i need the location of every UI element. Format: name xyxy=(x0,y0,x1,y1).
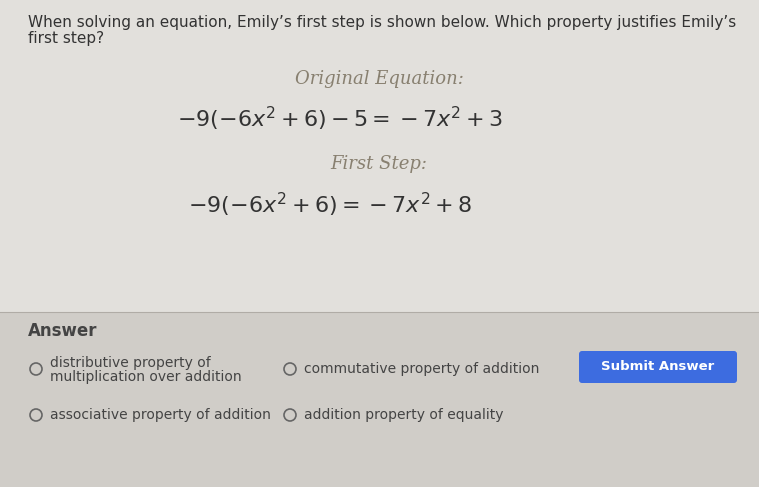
Text: commutative property of addition: commutative property of addition xyxy=(304,362,540,376)
FancyBboxPatch shape xyxy=(0,312,759,487)
Text: Submit Answer: Submit Answer xyxy=(601,360,715,374)
Text: First Step:: First Step: xyxy=(330,155,427,173)
Text: first step?: first step? xyxy=(28,31,104,46)
Text: distributive property of: distributive property of xyxy=(50,356,211,370)
Text: multiplication over addition: multiplication over addition xyxy=(50,370,241,384)
Text: $-9(-6x^2+6)-5=-7x^2+3$: $-9(-6x^2+6)-5=-7x^2+3$ xyxy=(177,105,502,133)
FancyBboxPatch shape xyxy=(579,351,737,383)
Text: addition property of equality: addition property of equality xyxy=(304,408,503,422)
Text: associative property of addition: associative property of addition xyxy=(50,408,271,422)
Text: Answer: Answer xyxy=(28,322,97,340)
Text: Original Equation:: Original Equation: xyxy=(294,70,464,88)
Text: $-9(-6x^2+6)=-7x^2+8$: $-9(-6x^2+6)=-7x^2+8$ xyxy=(187,191,472,219)
Text: When solving an equation, Emily’s first step is shown below. Which property just: When solving an equation, Emily’s first … xyxy=(28,15,736,30)
